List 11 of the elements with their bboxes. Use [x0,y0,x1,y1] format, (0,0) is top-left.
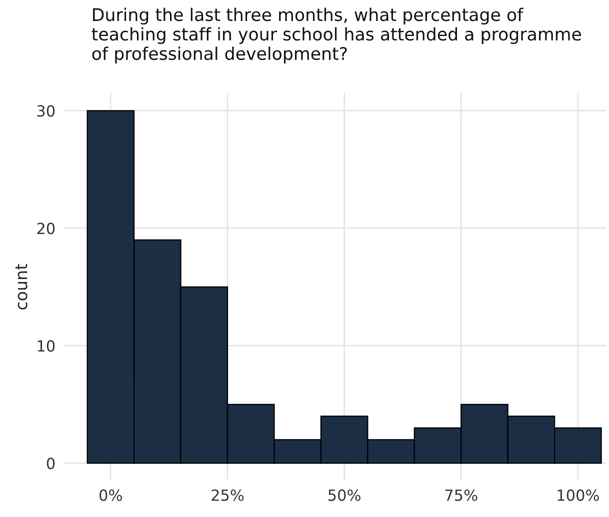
chart-title: During the last three months, what percentage of teaching staff in your school has attended a programme of professional development? [92,8,582,64]
y-tick-label: 0 [46,458,55,470]
x-tick-label: 100% [558,489,599,501]
y-tick-label: 10 [38,340,55,352]
x-tick-label: 50% [328,489,360,501]
y-tick-label: 30 [37,105,55,117]
y-axis-title: count [15,264,28,310]
x-tick-label: 0% [100,489,122,501]
x-tick-label: 25% [212,489,244,501]
x-tick-label: 75% [445,489,478,501]
y-tick-label: 20 [37,222,55,234]
